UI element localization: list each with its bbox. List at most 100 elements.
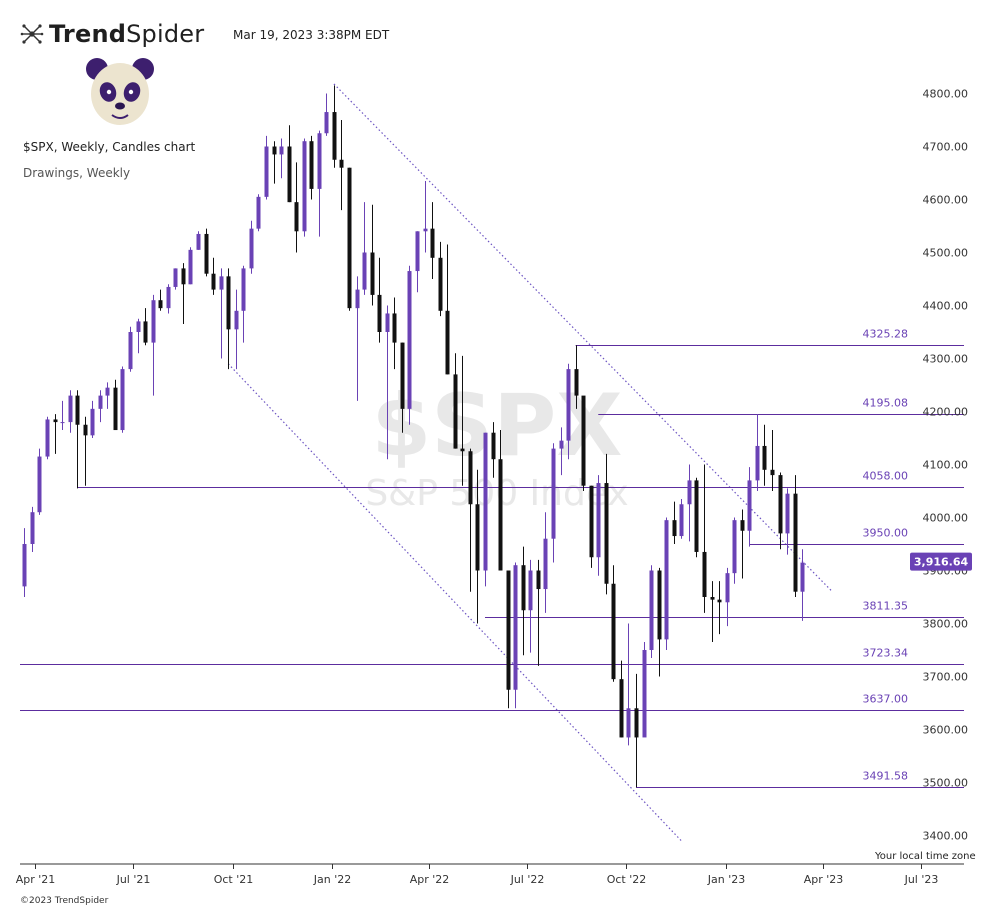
candle [679,498,684,539]
candle [75,390,80,489]
candle-body [98,395,103,409]
candle [226,268,231,370]
candle-body [332,112,337,160]
candle-body [377,294,382,332]
candle-body [407,271,412,409]
candle [22,528,27,597]
candle-body [68,395,73,423]
candle-body [287,146,292,203]
candle-body [279,146,284,155]
candle-body [113,387,118,431]
price-levels: 4325.28 4195.08 4058.00 3950.00 3811.35 3723.… [20,328,964,788]
candle [30,506,35,552]
candle [626,623,631,746]
candle-body [83,424,88,436]
candle [543,512,548,613]
candle [604,453,609,595]
candle [279,138,284,179]
x-tick-label: Oct '21 [214,873,254,886]
candle [468,448,473,592]
candle [778,472,783,550]
candle [392,297,397,370]
watermark-subtitle: S&P 500 Index [365,473,628,514]
candle [204,228,209,277]
candle [694,477,699,558]
candle-body [362,252,367,290]
candle-body [581,395,586,486]
candle [702,464,707,613]
x-tick-label: Apr '23 [804,873,844,886]
x-tick-label: Jul '21 [116,873,151,886]
chart-watermark: $SPX S&P 500 Index [365,376,628,514]
y-tick-label: 4300.00 [923,353,969,366]
candle-body [241,268,246,311]
candle-body [219,276,224,290]
candle [355,276,360,401]
candle-body [559,440,564,449]
candle [113,379,118,431]
y-tick-label: 3800.00 [923,618,969,631]
candle [710,581,715,643]
candle-body [53,419,58,423]
candle [423,180,428,253]
y-tick-label: 4700.00 [923,141,969,154]
candle [642,642,647,738]
x-tick-label: Jul '23 [904,873,939,886]
candle-body [536,570,541,590]
candle [619,660,624,738]
last-price-label: 3,916.64 [914,556,969,569]
candle-body [498,459,503,571]
candle [559,427,564,476]
panda-avatar-icon [86,58,154,125]
level-label: 3723.34 [863,647,909,660]
candle-body [204,233,209,274]
candle-body [324,112,329,134]
candle [755,414,760,491]
candle-body [143,321,148,343]
candle-body [694,480,699,552]
candle-body [793,493,798,592]
candle-body [438,257,443,311]
candle-body [370,252,375,295]
candle-body [90,408,95,436]
candle-body [30,512,35,544]
candle-body [725,573,730,603]
candle-body [800,562,805,592]
candle-body [762,445,767,470]
candle-body [173,268,178,287]
y-tick-label: 3600.00 [923,724,969,737]
candle [506,570,511,709]
candle-body [664,520,669,640]
candle [649,565,654,658]
candle [521,546,526,656]
candle [407,265,412,425]
candle-body [264,146,269,197]
timezone-label[interactable]: Your local time zone [875,851,976,862]
candle [574,345,579,409]
candle-body [128,332,133,370]
candle [166,284,171,314]
candle-body [355,289,360,309]
candle-body [566,369,571,441]
candle [90,400,95,438]
candle [581,395,586,491]
candle [460,355,465,486]
candle [120,366,125,433]
candle-body [468,451,473,505]
candle [793,475,798,597]
level-label: 4195.08 [863,397,909,410]
candle-body [596,483,601,558]
y-tick-label: 4100.00 [923,459,969,472]
candle-body [513,565,518,690]
candle [53,414,58,454]
brand-name: TrendSpider [49,20,204,48]
candle-body [105,387,110,396]
chart-title: $SPX, Weekly, Candles chart [23,140,196,154]
candle [800,549,805,621]
candle [158,289,163,311]
candle-body [732,520,737,574]
candle-body [634,708,639,738]
brand-logo: TrendSpider [20,20,204,48]
candle [611,565,616,682]
